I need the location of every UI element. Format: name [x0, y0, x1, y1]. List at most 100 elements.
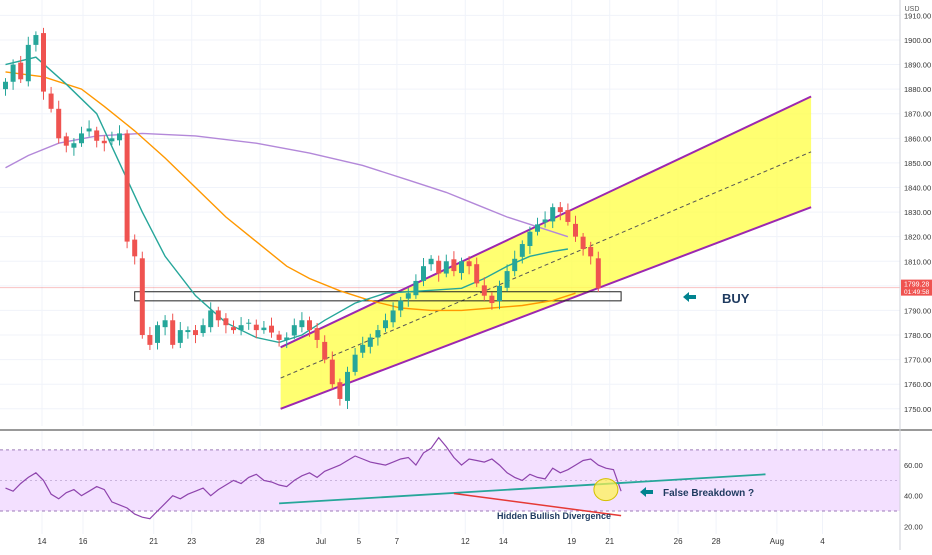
- price-tick-label: 1760.00: [904, 380, 931, 389]
- time-tick-label: 12: [461, 537, 470, 546]
- hidden-divergence-label: Hidden Bullish Divergence: [497, 511, 611, 521]
- moving-averages: [5, 56, 576, 344]
- time-tick-label: 21: [605, 537, 614, 546]
- price-tick-label: 1750.00: [904, 405, 931, 414]
- rsi-panel: [0, 436, 900, 520]
- candle-body: [337, 382, 343, 399]
- rsi-tick-label: 20.00: [904, 522, 923, 531]
- candle-body: [451, 259, 457, 272]
- candle-body: [147, 335, 153, 345]
- candle-body: [481, 285, 487, 296]
- candle-body: [405, 293, 411, 299]
- price-tick-label: 1860.00: [904, 134, 931, 143]
- candle-body: [193, 330, 198, 336]
- candle-body: [459, 261, 464, 274]
- false-breakdown-label: False Breakdown ?: [663, 488, 754, 499]
- axes: USD 1750.00 1760.00 1770.00 1780.00 1790.00 18…: [38, 0, 932, 550]
- candle-body: [345, 371, 350, 401]
- price-tick-label: 1900.00: [904, 36, 931, 45]
- candle-body: [375, 330, 381, 338]
- candle-body: [162, 320, 168, 328]
- time-tick-label: Jul: [316, 537, 326, 546]
- candle-body: [314, 328, 320, 340]
- time-tick-label: Aug: [770, 537, 784, 546]
- candle-body: [223, 318, 229, 326]
- currency-label: USD: [905, 6, 920, 13]
- rsi-line: [5, 436, 622, 520]
- price-tick-label: 1770.00: [904, 356, 931, 365]
- candle-body: [390, 310, 396, 323]
- candle-body: [170, 320, 176, 345]
- candle-body: [421, 266, 426, 281]
- false-breakdown-highlight: [593, 478, 619, 502]
- candle-body: [550, 207, 556, 222]
- candle-body: [139, 258, 145, 336]
- candle-body: [398, 300, 404, 311]
- candle-body: [63, 136, 69, 146]
- candle-body: [177, 330, 183, 343]
- candle-body: [299, 320, 305, 328]
- candle-body: [307, 320, 312, 331]
- countdown-value: 01:49:58: [904, 289, 930, 296]
- time-tick-label: 4: [820, 537, 825, 546]
- price-tick-label: 1810.00: [904, 257, 931, 266]
- candle-body: [360, 344, 366, 353]
- price-tick-label: 1870.00: [904, 110, 931, 119]
- candle-body: [542, 219, 548, 223]
- price-tick-label: 1780.00: [904, 331, 931, 340]
- candle-body: [71, 143, 77, 148]
- candle-body: [185, 330, 191, 333]
- candle-body: [56, 108, 62, 139]
- ma-mid-line: [5, 71, 576, 312]
- candle-body: [86, 128, 92, 132]
- candle-body: [535, 224, 540, 232]
- time-tick-label: 26: [674, 537, 683, 546]
- candle-body: [436, 260, 442, 274]
- time-tick-label: 5: [357, 537, 362, 546]
- candle-body: [443, 261, 449, 274]
- candle-body: [474, 264, 480, 284]
- price-tick-label: 1830.00: [904, 208, 931, 217]
- candle-body: [428, 258, 434, 265]
- rsi-support-trendline: [279, 473, 766, 505]
- buy-arrow-icon: [683, 292, 696, 302]
- candle-body: [557, 207, 563, 213]
- time-tick-label: 28: [256, 537, 265, 546]
- candle-body: [352, 354, 358, 372]
- price-tick-label: 1850.00: [904, 159, 931, 168]
- candle-body: [489, 295, 495, 304]
- candle-body: [253, 324, 259, 331]
- time-tick-label: 19: [567, 537, 576, 546]
- time-tick-label: 14: [38, 537, 47, 546]
- candle-body: [367, 337, 373, 347]
- candle-body: [519, 244, 525, 257]
- candle-body: [48, 93, 54, 109]
- false-breakdown-arrow-icon: [640, 487, 653, 497]
- candle-body: [276, 334, 282, 340]
- price-tick-label: 1890.00: [904, 61, 931, 70]
- candle-body: [101, 140, 107, 144]
- candle-body: [41, 33, 46, 92]
- candle-body: [200, 325, 206, 334]
- channel-lower-line: [280, 206, 812, 410]
- channel-mid-line: [280, 151, 812, 379]
- candle-body: [595, 258, 601, 289]
- time-tick-label: 23: [187, 537, 196, 546]
- candle-body: [291, 325, 297, 336]
- candle-body: [497, 285, 502, 302]
- candle-body: [413, 280, 419, 296]
- candle-body: [231, 327, 236, 331]
- candle-body: [512, 258, 518, 272]
- candle-body: [573, 223, 578, 237]
- ma-fast-line: [5, 56, 569, 344]
- rsi-tick-label: 60.00: [904, 461, 923, 470]
- buy-label: BUY: [722, 291, 750, 306]
- rsi-divergence-line: [453, 492, 622, 517]
- price-tick-label: 1840.00: [904, 183, 931, 192]
- price-tick-label: 1820.00: [904, 233, 931, 242]
- candle-body: [261, 327, 267, 331]
- buy-zone-rect: [134, 291, 622, 302]
- candle-body: [94, 130, 100, 141]
